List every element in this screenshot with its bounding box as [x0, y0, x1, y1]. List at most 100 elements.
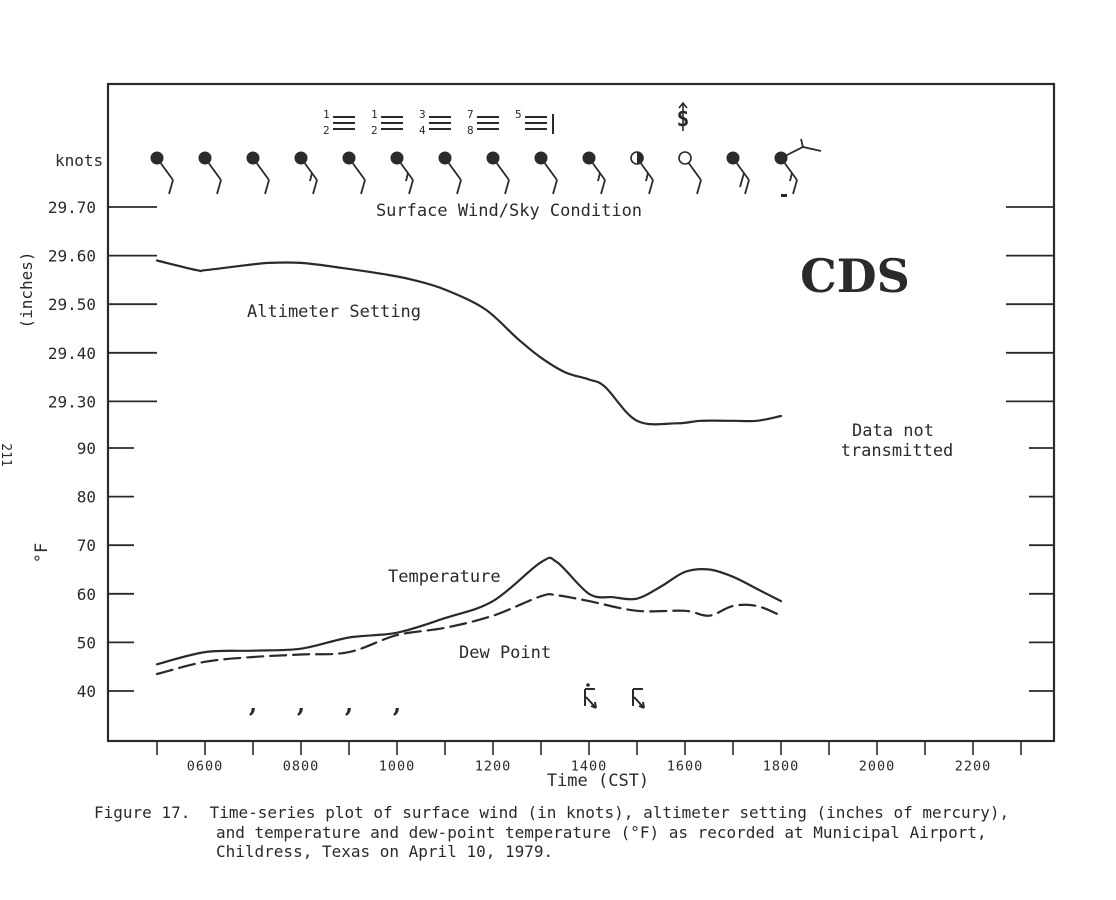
thunderstorm-symbol — [632, 688, 645, 709]
drizzle-symbol: , — [345, 689, 353, 718]
x-tick-label: 1400 — [571, 759, 608, 775]
wind-station-model — [438, 151, 462, 195]
wind-barb — [552, 179, 558, 195]
temperature-tick-label: 60 — [77, 585, 96, 604]
wind-station-model — [246, 151, 270, 195]
thunderstorm-glyph — [584, 688, 597, 709]
wind-station-model — [198, 151, 222, 195]
altimeter-tick-label: 29.70 — [48, 198, 96, 217]
cloud-layer-bottom: 2 — [323, 124, 330, 137]
wind-half-barb — [597, 172, 601, 182]
wind-station-model — [726, 151, 750, 195]
sky-overcast-symbol — [726, 151, 740, 165]
wind-axis-label: knots — [55, 151, 103, 170]
wind-station-model — [582, 151, 606, 195]
wind-barb — [739, 172, 745, 188]
rain-dot — [586, 683, 590, 687]
temperature-tick-label: 90 — [77, 439, 96, 458]
cloud-layer-top: 1 — [323, 108, 330, 121]
x-tick-label: 0800 — [283, 759, 320, 775]
cloud-layer-top: 1 — [371, 108, 378, 121]
altimeter-tick-label: 29.30 — [48, 392, 96, 411]
caption-line-1: Time-series plot of surface wind (in kno… — [209, 803, 1010, 822]
sky-overcast-symbol — [486, 151, 500, 165]
label-temperature: Temperature — [388, 567, 501, 587]
wind-half-barb — [789, 172, 793, 182]
wind-barb — [264, 179, 270, 195]
wind-barb — [744, 179, 750, 195]
wind-station-model — [534, 151, 558, 195]
label-data-not: Data not — [852, 421, 934, 441]
wind-station-model — [294, 151, 318, 195]
station-id: CDS — [800, 249, 910, 303]
cloud-layer-marker: 78 — [467, 108, 499, 137]
wind-barb — [696, 179, 702, 195]
wind-barb — [792, 179, 798, 195]
plot-frame — [106, 82, 1056, 743]
temperature-axis-label: °F — [32, 543, 52, 563]
wind-station-model — [342, 151, 366, 195]
altimeter-tick-label: 29.40 — [48, 344, 96, 363]
x-tick-label: 1800 — [763, 759, 800, 775]
wind-barb — [360, 179, 366, 195]
x-tick-label: 2000 — [859, 759, 896, 775]
label-transmitted: transmitted — [841, 441, 954, 461]
cloud-layer-marker: 34 — [419, 108, 451, 137]
altimeter-axis-label: (inches) — [17, 251, 36, 328]
series-temperature — [155, 556, 783, 666]
cloud-layer-bottom: 8 — [467, 124, 474, 137]
cloud-layer-bottom: 2 — [371, 124, 378, 137]
caption-line-2: and temperature and dew-point temperatur… — [216, 822, 987, 842]
duststorm-arrow — [678, 101, 688, 109]
sky-clear-symbol — [678, 151, 692, 165]
cloud-layer-marker: 12 — [371, 108, 403, 137]
cloud-layer-top: 3 — [419, 108, 426, 121]
temperature-tick-label: 70 — [77, 536, 96, 555]
sky-overcast-symbol — [294, 151, 308, 165]
drizzle-symbol: , — [249, 689, 257, 718]
wind-speck — [781, 194, 787, 197]
caption-line-3: Childress, Texas on April 10, 1979. — [216, 842, 554, 861]
sky-overcast-symbol — [246, 151, 260, 165]
altimeter-tick-label: 29.60 — [48, 247, 96, 266]
wind-half-barb — [645, 172, 649, 182]
sky-overcast-symbol — [342, 151, 356, 165]
series-altimeter-setting — [155, 259, 783, 426]
drizzle-symbol: , — [393, 689, 401, 718]
wind-station-model — [486, 151, 510, 195]
x-tick-label: 2200 — [955, 759, 992, 775]
wind-barb — [600, 179, 606, 195]
sky-overcast-symbol — [582, 151, 596, 165]
label-altimeter-setting: Altimeter Setting — [247, 302, 421, 322]
figure-caption: Figure 17. Time-series plot of surface w… — [94, 803, 1009, 862]
sky-overcast-symbol — [438, 151, 452, 165]
wind-barb — [456, 179, 462, 195]
temperature-tick-label: 80 — [77, 488, 96, 507]
sky-overcast-symbol — [198, 151, 212, 165]
sky-broken-fill — [637, 152, 643, 164]
wind-station-model — [630, 151, 654, 195]
x-tick-label: 1200 — [475, 759, 512, 775]
wind-station-model — [774, 151, 798, 195]
altimeter-tick-label: 29.50 — [48, 295, 96, 314]
wind-barb — [504, 179, 510, 195]
wind-barb — [408, 179, 414, 195]
wind-half-barb — [405, 172, 409, 182]
wind-barb — [216, 179, 222, 195]
wind-barb — [312, 179, 318, 195]
page-number: 211 — [0, 443, 13, 466]
label-dew-point: Dew Point — [459, 643, 551, 663]
cloud-layer-bottom: 4 — [419, 124, 426, 137]
sky-overcast-symbol — [390, 151, 404, 165]
temperature-tick-label: 50 — [77, 633, 96, 652]
sky-overcast-symbol — [150, 151, 164, 165]
cloud-layer-top: 5 — [515, 108, 522, 121]
x-tick-label: 0600 — [187, 759, 224, 775]
thunderstorm-rain-symbol — [584, 683, 597, 709]
label-surface-wind: Surface Wind/Sky Condition — [376, 201, 642, 221]
wind-station-model — [390, 151, 414, 195]
wind-barb — [648, 179, 654, 195]
cloud-layer-marker: 12 — [323, 108, 355, 137]
wind-barb — [168, 179, 174, 195]
